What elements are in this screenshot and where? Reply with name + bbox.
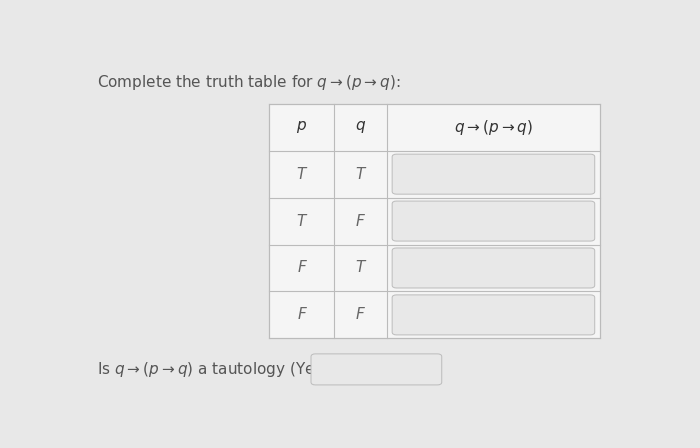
- Text: $q \rightarrow (p \rightarrow q)$: $q \rightarrow (p \rightarrow q)$: [454, 118, 533, 137]
- Text: F: F: [297, 307, 306, 323]
- Text: Is $q \rightarrow (p \rightarrow q)$ a tautology (Yes/No)?: Is $q \rightarrow (p \rightarrow q)$ a t…: [97, 360, 363, 379]
- Text: $p$: $p$: [296, 119, 307, 135]
- Text: Complete the truth table for $q \rightarrow (p \rightarrow q)$:: Complete the truth table for $q \rightar…: [97, 73, 401, 92]
- FancyBboxPatch shape: [270, 104, 600, 338]
- Text: F: F: [356, 214, 365, 228]
- FancyBboxPatch shape: [392, 248, 595, 288]
- Text: T: T: [356, 167, 365, 181]
- Text: T: T: [297, 167, 306, 181]
- Text: F: F: [356, 307, 365, 323]
- FancyBboxPatch shape: [392, 201, 595, 241]
- Text: $q$: $q$: [355, 119, 366, 135]
- FancyBboxPatch shape: [392, 154, 595, 194]
- Text: F: F: [297, 260, 306, 276]
- Text: T: T: [297, 214, 306, 228]
- FancyBboxPatch shape: [311, 354, 442, 385]
- FancyBboxPatch shape: [392, 295, 595, 335]
- Text: T: T: [356, 260, 365, 276]
